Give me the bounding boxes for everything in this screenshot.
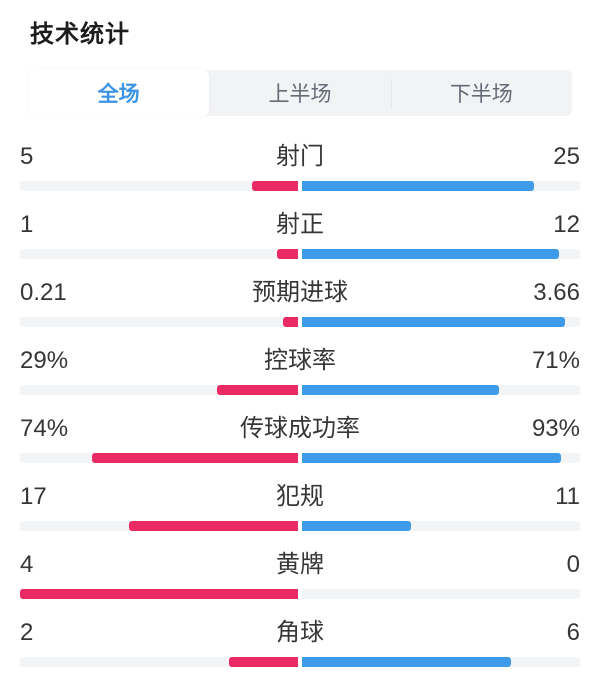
left-bar-track: [20, 317, 298, 327]
right-team-value: 25: [553, 143, 580, 170]
stat-bars: [20, 249, 580, 259]
tab-full-match[interactable]: 全场: [28, 70, 210, 116]
tab-first-half[interactable]: 上半场: [268, 83, 332, 106]
left-bar-track: [20, 589, 298, 599]
left-bar-fill: [217, 385, 298, 395]
stat-row: 74% 传球成功率 93%: [0, 410, 600, 478]
right-team-value: 12: [553, 211, 580, 238]
stat-label: 射门: [276, 143, 324, 170]
period-tabs: 全场 上半场 下半场: [28, 70, 572, 116]
right-team-value: 93%: [531, 415, 580, 442]
stat-label: 犯规: [276, 483, 324, 510]
stat-bars: [20, 521, 580, 531]
right-bar-track: [302, 181, 580, 191]
stat-row: 2 角球 6: [0, 614, 600, 682]
left-team-value: 5: [20, 143, 34, 170]
stat-header: 29% 控球率 71%: [20, 342, 580, 375]
stat-label: 射正: [276, 211, 324, 238]
left-bar-fill: [282, 317, 298, 327]
left-team-value: 2: [20, 619, 34, 646]
right-team-value: 11: [555, 483, 580, 510]
page-title: 技术统计: [30, 21, 130, 48]
stat-row: 5 射门 25: [0, 138, 600, 206]
stat-bars: [20, 181, 580, 191]
stat-label: 预期进球: [252, 279, 348, 306]
left-bar-fill: [228, 657, 298, 667]
right-bar-fill: [302, 385, 500, 395]
stats-list: 5 射门 25 1 射正 12 0.: [0, 138, 600, 682]
right-bar-track: [302, 521, 580, 531]
stat-row: 4 黄牌 0: [0, 546, 600, 614]
right-bar-track: [302, 317, 580, 327]
left-team-value: 74%: [20, 415, 69, 442]
right-bar-fill: [302, 249, 559, 259]
right-bar-fill: [302, 657, 511, 667]
stat-bars: [20, 657, 580, 667]
stat-header: 74% 传球成功率 93%: [20, 410, 580, 443]
stat-header: 17 犯规 11: [20, 478, 580, 511]
right-team-value: 6: [566, 619, 580, 646]
right-bar-fill: [302, 317, 565, 327]
right-bar-track: [302, 453, 580, 463]
stat-header: 4 黄牌 0: [20, 546, 580, 579]
stat-header: 2 角球 6: [20, 614, 580, 647]
right-team-value: 71%: [531, 347, 580, 374]
stat-bars: [20, 589, 580, 599]
stat-label: 黄牌: [276, 551, 324, 578]
left-bar-fill: [129, 521, 298, 531]
right-team-value: 0: [566, 551, 580, 578]
right-bar-fill: [302, 521, 412, 531]
stat-label: 角球: [276, 619, 324, 646]
right-bar-fill: [302, 453, 561, 463]
stat-header: 0.21 预期进球 3.66: [20, 274, 580, 307]
left-bar-fill: [276, 249, 298, 259]
tab-second-half[interactable]: 下半场: [390, 70, 572, 116]
left-bar-track: [20, 181, 298, 191]
right-bar-track: [302, 589, 580, 599]
left-bar-track: [20, 521, 298, 531]
stat-row: 29% 控球率 71%: [0, 342, 600, 410]
stat-label: 传球成功率: [240, 415, 360, 442]
right-bar-track: [302, 249, 580, 259]
stat-row: 0.21 预期进球 3.66: [0, 274, 600, 342]
stat-header: 5 射门 25: [20, 138, 580, 171]
stat-label: 控球率: [264, 347, 336, 374]
left-bar-track: [20, 385, 298, 395]
left-team-value: 1: [20, 211, 34, 238]
right-team-value: 3.66: [533, 279, 580, 306]
right-bar-track: [302, 657, 580, 667]
right-bar-fill: [302, 181, 534, 191]
left-bar-fill: [251, 181, 298, 191]
stat-row: 1 射正 12: [0, 206, 600, 274]
stat-bars: [20, 385, 580, 395]
stat-bars: [20, 317, 580, 327]
left-bar-track: [20, 657, 298, 667]
left-team-value: 29%: [20, 347, 69, 374]
left-team-value: 0.21: [20, 279, 67, 306]
left-bar-fill: [20, 589, 298, 599]
stat-bars: [20, 453, 580, 463]
left-team-value: 4: [20, 551, 34, 578]
left-bar-track: [20, 453, 298, 463]
left-bar-track: [20, 249, 298, 259]
stat-header: 1 射正 12: [20, 206, 580, 239]
left-team-value: 17: [20, 483, 47, 510]
left-bar-fill: [92, 453, 298, 463]
stat-row: 17 犯规 11: [0, 478, 600, 546]
right-bar-track: [302, 385, 580, 395]
